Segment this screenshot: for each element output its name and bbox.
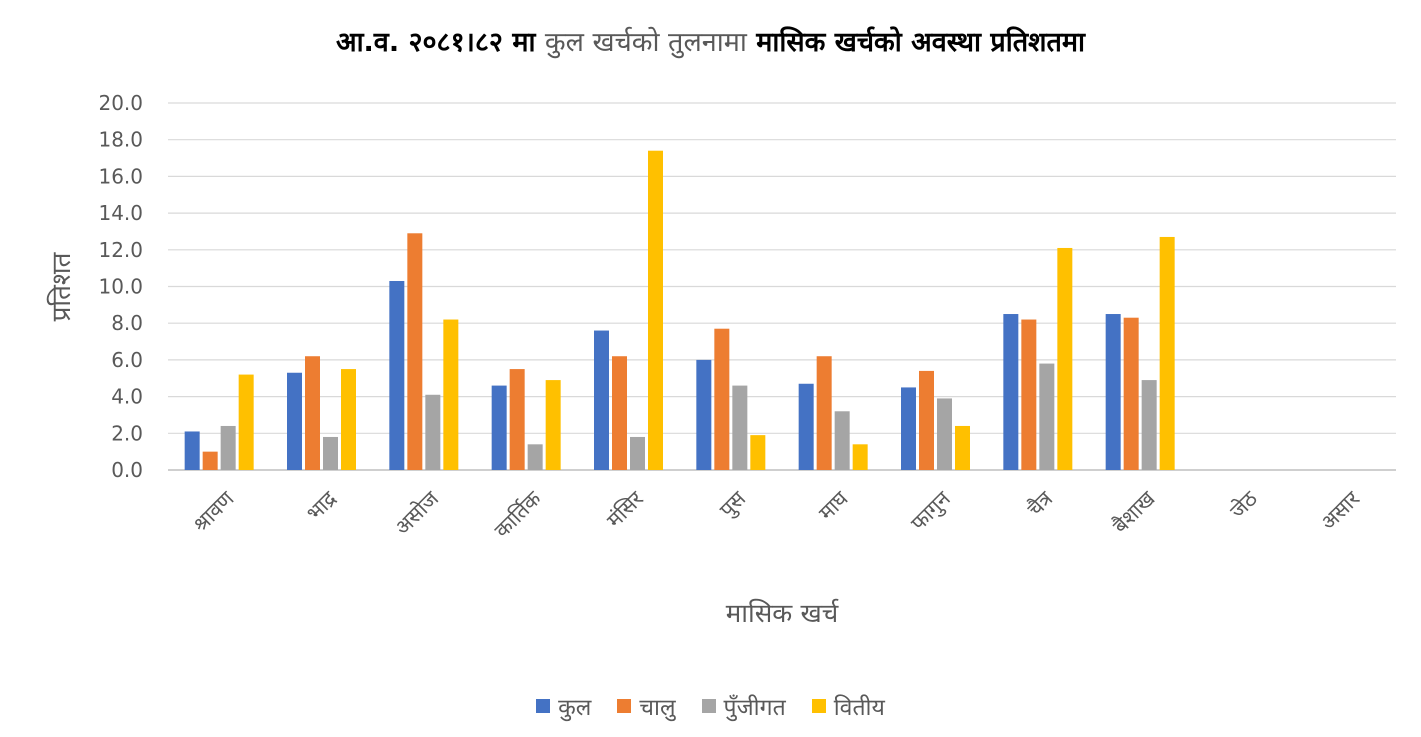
bar-वितीय-फागुन — [955, 425, 970, 470]
x-tick-label: बैशाख — [1108, 486, 1160, 538]
bar-कुल-चैत्र — [1003, 314, 1019, 470]
x-tick-label: पुस — [715, 486, 752, 523]
bar-कुल-असोज — [389, 280, 405, 470]
bar-कुल-फागुन — [901, 387, 916, 470]
bar-चालु-भाद्र — [305, 356, 320, 470]
x-tick-label: जेठ — [1225, 486, 1262, 523]
bar-चालु-असोज — [407, 233, 423, 470]
bar-पुँजीगत-भाद्र — [323, 436, 338, 470]
bar-चालु-श्रावण — [202, 451, 218, 470]
bars — [184, 150, 1175, 470]
y-tick-label: 8.0 — [111, 311, 143, 335]
bar-पुँजीगत-श्रावण — [220, 425, 236, 470]
x-axis-ticks: श्रावण भाद्र असोज कार्तिक मंसिर पुस माघ फागुन चै… — [188, 486, 1364, 543]
x-tick-label: मंसिर — [602, 486, 648, 532]
bar-पुँजीगत-चैत्र — [1039, 363, 1055, 470]
y-tick-label: 20.0 — [98, 91, 143, 115]
x-tick-label: श्रावण — [188, 486, 239, 537]
y-tick-label: 16.0 — [98, 164, 143, 188]
bar-चालु-बैशाख — [1123, 317, 1139, 470]
bar-कुल-कार्तिक — [491, 385, 507, 470]
x-tick-label: माघ — [814, 486, 853, 525]
bar-पुँजीगत-बैशाख — [1141, 380, 1157, 470]
bar-पुँजीगत-कार्तिक — [527, 444, 543, 470]
x-tick-label: असार — [1316, 486, 1365, 535]
bar-पुँजीगत-पुस — [732, 385, 748, 470]
x-tick-label: फागुन — [906, 486, 956, 536]
x-tick-label: भाद्र — [302, 486, 342, 526]
bar-कुल-बैशाख — [1105, 314, 1121, 470]
bar-चालु-चैत्र — [1021, 319, 1037, 470]
bar-वितीय-बैशाख — [1159, 236, 1175, 470]
bar-कुल-माघ — [798, 383, 814, 470]
legend-item: चालु — [617, 690, 676, 722]
y-tick-label: 14.0 — [98, 201, 143, 225]
bar-पुँजीगत-माघ — [834, 411, 850, 470]
chart-title-part-1: आ.व. २०८१।८२ मा — [335, 27, 536, 58]
y-axis-title: प्रतिशत — [46, 251, 77, 321]
legend-item: वितीय — [811, 690, 885, 722]
legend-item: पुँजीगत — [701, 690, 786, 722]
legend-label: चालु — [639, 695, 676, 721]
y-axis-ticks: 0.0 2.0 4.0 6.0 8.0 10.0 12.0 14.0 16.0 18.0 20.0 — [98, 91, 143, 482]
legend-label: कुल — [558, 695, 592, 721]
legend-swatch — [536, 699, 551, 713]
bar-चालु-पुस — [714, 328, 730, 470]
legend-swatch — [701, 699, 716, 713]
bar-चालु-मंसिर — [612, 356, 627, 470]
bar-चालु-फागुन — [919, 370, 934, 470]
legend-swatch — [811, 699, 826, 713]
bar-कुल-भाद्र — [287, 372, 302, 470]
y-tick-label: 0.0 — [111, 458, 143, 482]
bar-वितीय-मंसिर — [648, 150, 663, 470]
bar-वितीय-भाद्र — [341, 369, 356, 470]
legend: कुल चालु पुँजीगत वितीय — [0, 690, 1421, 722]
gridlines — [168, 102, 1396, 471]
y-tick-label: 10.0 — [98, 275, 143, 299]
x-axis-title: मासिक खर्च — [726, 598, 840, 629]
bar-चालु-माघ — [816, 356, 832, 470]
bar-वितीय-चैत्र — [1057, 247, 1073, 470]
bar-वितीय-श्रावण — [238, 374, 254, 470]
y-tick-label: 4.0 — [111, 385, 143, 409]
chart-title: आ.व. २०८१।८२ मा कुल खर्चको तुलनामा मासिक… — [0, 22, 1421, 59]
bar-कुल-श्रावण — [184, 431, 200, 470]
bar-चालु-कार्तिक — [509, 369, 525, 470]
legend-swatch — [617, 699, 632, 713]
y-tick-label: 18.0 — [98, 128, 143, 152]
y-tick-label: 12.0 — [98, 238, 143, 262]
bar-पुँजीगत-असोज — [425, 394, 441, 470]
x-tick-label: चैत्र — [1023, 486, 1058, 521]
legend-label: वितीय — [833, 695, 885, 721]
bar-वितीय-माघ — [852, 444, 868, 470]
y-tick-label: 6.0 — [111, 348, 143, 372]
x-tick-label: कार्तिक — [490, 486, 547, 543]
legend-item: कुल — [536, 690, 591, 722]
bar-वितीय-असोज — [443, 319, 459, 470]
chart-title-part-3: मासिक खर्चको अवस्था प्रतिशतमा — [756, 27, 1086, 58]
bar-कुल-मंसिर — [594, 330, 609, 470]
bar-पुँजीगत-फागुन — [937, 398, 952, 470]
bar-कुल-पुस — [696, 359, 712, 470]
bar-वितीय-कार्तिक — [545, 380, 561, 470]
y-tick-label: 2.0 — [111, 421, 143, 445]
x-tick-label: असोज — [390, 486, 444, 540]
chart-title-part-2: कुल खर्चको तुलनामा — [544, 27, 747, 58]
bar-वितीय-पुस — [750, 435, 766, 470]
legend-label: पुँजीगत — [723, 695, 786, 721]
bar-पुँजीगत-मंसिर — [630, 436, 645, 470]
